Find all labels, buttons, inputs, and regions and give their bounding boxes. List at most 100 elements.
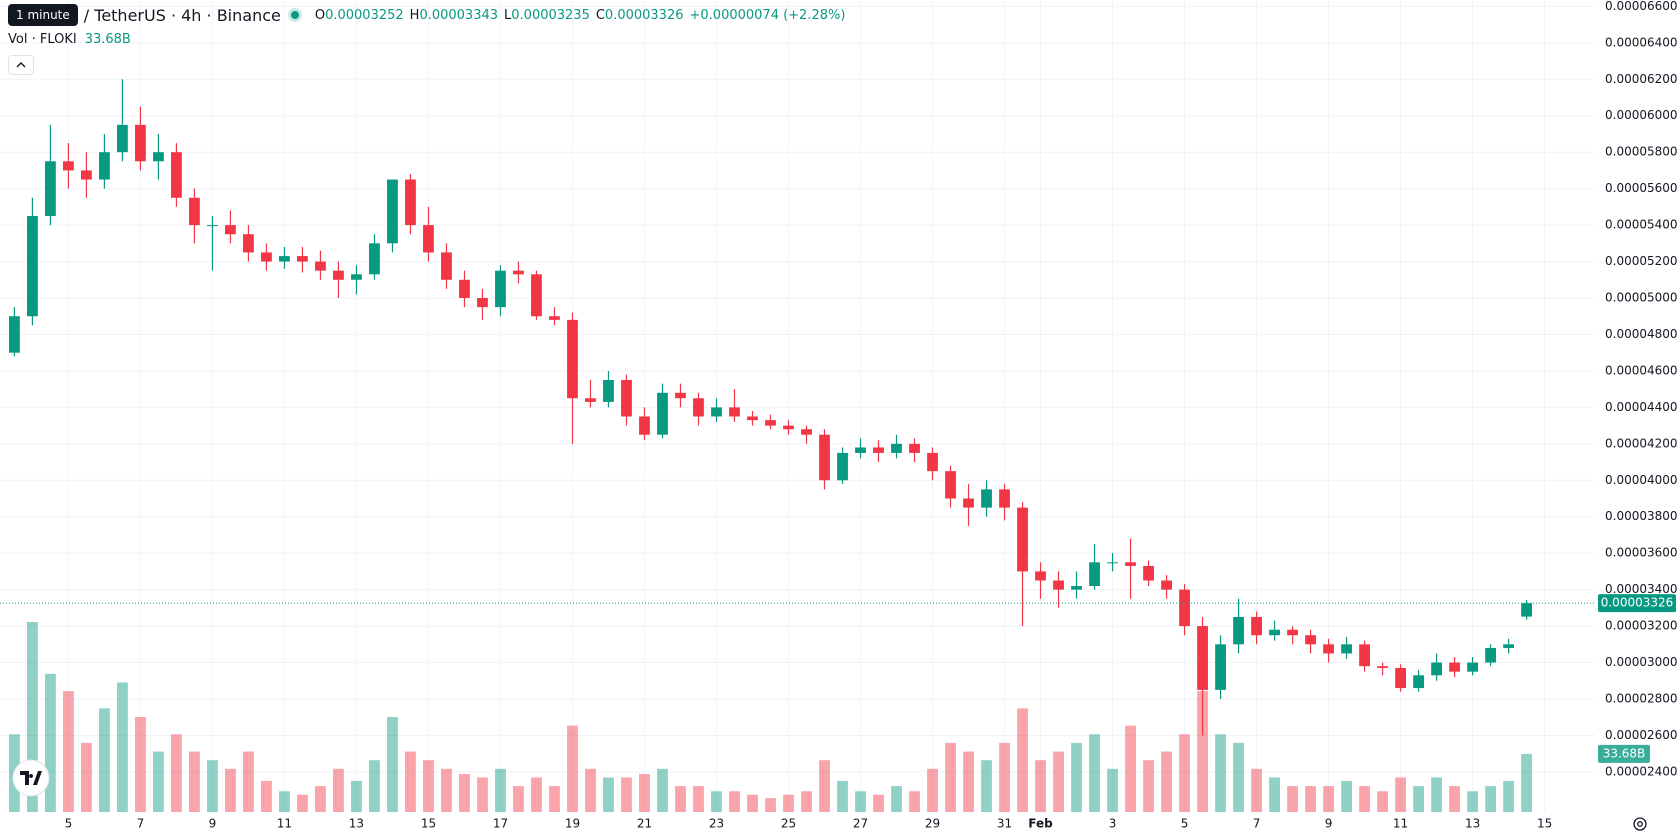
x-tick-label: 21 xyxy=(637,817,652,831)
volume-bar xyxy=(1161,751,1172,812)
candle-body xyxy=(351,274,362,280)
volume-title: Vol · FLOKI xyxy=(8,32,77,47)
x-tick-label: Feb xyxy=(1028,817,1053,831)
candle-body xyxy=(1449,662,1460,672)
x-tick-label: 7 xyxy=(1253,817,1261,831)
x-tick-label: 15 xyxy=(421,817,436,831)
volume-bar xyxy=(297,794,308,812)
candle-body xyxy=(1251,616,1262,636)
volume-bar xyxy=(999,742,1010,812)
settings-icon[interactable] xyxy=(1633,817,1647,831)
candle-body xyxy=(999,489,1010,508)
volume-bar xyxy=(657,768,668,812)
x-tick-label: 13 xyxy=(349,817,364,831)
volume-bar xyxy=(333,768,344,812)
volume-bar xyxy=(513,786,524,812)
volume-bar xyxy=(1359,786,1370,812)
candle-body xyxy=(279,256,290,262)
y-tick-label: 0.00004400 xyxy=(1605,400,1678,414)
candle-body xyxy=(1287,629,1298,636)
y-tick-label: 0.00005400 xyxy=(1605,218,1678,232)
volume-bar xyxy=(927,768,938,812)
volume-bar xyxy=(639,774,650,812)
candle-body xyxy=(1125,562,1136,566)
volume-bar xyxy=(891,786,902,812)
y-tick-label: 0.00003800 xyxy=(1605,509,1678,523)
volume-bar xyxy=(567,725,578,812)
volume-bar xyxy=(441,768,452,812)
y-tick-label: 0.00003200 xyxy=(1605,619,1678,633)
candle-body xyxy=(1035,571,1046,581)
gear-outer xyxy=(1633,817,1647,831)
volume-bar xyxy=(279,791,290,812)
volume-bar xyxy=(99,708,110,812)
volume-bar xyxy=(1143,760,1154,812)
volume-bar xyxy=(1341,780,1352,812)
logo-mark xyxy=(20,771,42,785)
candle-body xyxy=(639,416,650,435)
candle-body xyxy=(135,124,146,162)
x-tick-label: 11 xyxy=(277,817,292,831)
volume-bar xyxy=(423,760,434,812)
candle-body xyxy=(1215,644,1226,690)
y-tick-label: 0.00002600 xyxy=(1605,728,1678,742)
volume-bar xyxy=(1323,786,1334,812)
ohlc-value: 0.00003235 xyxy=(511,7,590,23)
gear-inner xyxy=(1637,821,1643,827)
candle-body xyxy=(1503,644,1514,648)
volume-bar xyxy=(63,691,74,812)
candle-body xyxy=(585,398,596,402)
volume-bar xyxy=(747,794,758,812)
candle-body xyxy=(603,380,614,402)
volume-bar xyxy=(783,794,794,812)
candle-body xyxy=(81,170,92,180)
candle-body xyxy=(1377,666,1388,669)
volume-bar xyxy=(1269,777,1280,812)
volume-bar xyxy=(585,768,596,812)
volume-bar xyxy=(81,742,92,812)
candle-body xyxy=(963,498,974,508)
candle-body xyxy=(423,225,434,253)
volume-bar xyxy=(369,760,380,812)
volume-bar xyxy=(27,622,38,812)
volume-bar xyxy=(1413,786,1424,812)
y-tick-label: 0.00005000 xyxy=(1605,291,1678,305)
volume-bar xyxy=(1521,753,1532,812)
candle-body xyxy=(1359,644,1370,667)
candle-body xyxy=(765,420,776,426)
candle-body xyxy=(405,179,416,226)
candle-body xyxy=(441,252,452,280)
volume-bar xyxy=(1197,691,1208,812)
volume-value: 33.68B xyxy=(84,32,131,47)
candle-body xyxy=(171,152,182,198)
candle-body xyxy=(891,443,902,453)
x-tick-label: 19 xyxy=(565,817,580,831)
volume-bar xyxy=(531,777,542,812)
logo-circle xyxy=(12,759,50,797)
chevron-icon xyxy=(16,62,26,68)
volume-bar xyxy=(315,786,326,812)
candle-body xyxy=(243,234,254,253)
y-tick-label: 0.00004000 xyxy=(1605,473,1678,487)
volume-bar xyxy=(693,786,704,812)
candle-body xyxy=(477,298,488,308)
candle-body xyxy=(153,152,164,162)
price-tag-label: 0.00003326 xyxy=(1601,596,1674,610)
candle-body xyxy=(855,447,866,453)
volume-bar xyxy=(549,786,560,812)
collapse-button[interactable] xyxy=(8,55,34,75)
candle-body xyxy=(837,452,848,481)
volume-bar xyxy=(189,751,200,812)
symbol-title[interactable]: / TetherUS · 4h · Binance xyxy=(83,5,281,25)
volume-bar xyxy=(1017,708,1028,812)
volume-bar xyxy=(837,780,848,812)
candle-body xyxy=(1017,507,1028,572)
candle-body xyxy=(9,316,20,353)
volume-bar xyxy=(729,791,740,812)
change: +0.00000074 (+2.28%) xyxy=(689,7,846,23)
volume-bar xyxy=(1377,791,1388,812)
volume-bar xyxy=(117,682,128,812)
volume-bar xyxy=(1395,777,1406,812)
